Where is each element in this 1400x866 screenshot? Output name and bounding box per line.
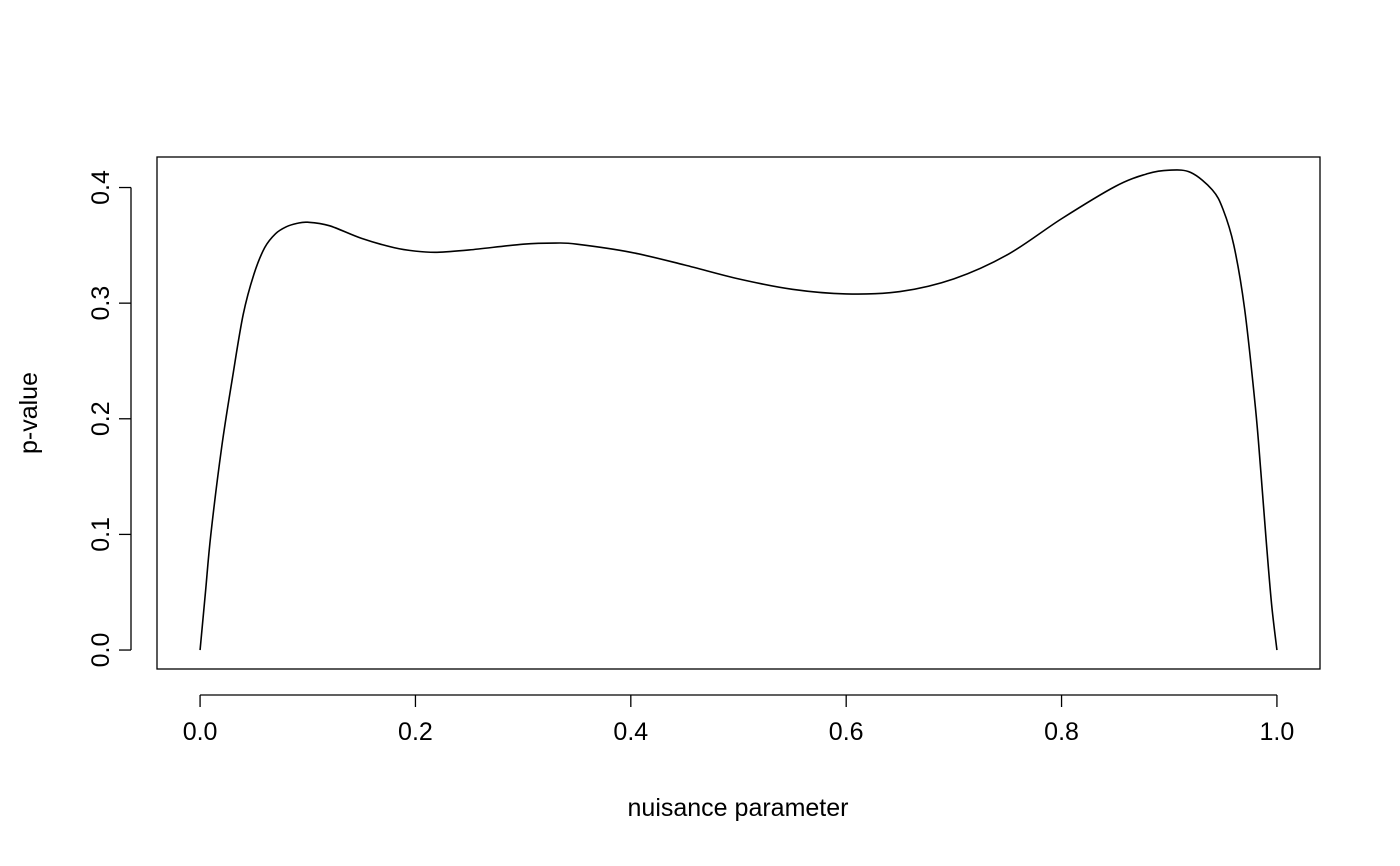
x-tick-label: 0.2 (398, 718, 433, 746)
x-tick-label: 0.6 (829, 718, 864, 746)
y-tick-label: 0.0 (87, 633, 115, 668)
x-tick-label: 0.8 (1044, 718, 1079, 746)
x-tick-label: 0.4 (613, 718, 648, 746)
y-tick-label: 0.1 (87, 517, 115, 552)
y-tick-label: 0.2 (87, 401, 115, 436)
x-tick-label: 1.0 (1260, 718, 1295, 746)
y-tick-label: 0.4 (87, 170, 115, 205)
x-axis: 0.0 0.2 0.4 0.6 0.8 1.0 (183, 694, 1295, 746)
x-axis-title: nuisance parameter (628, 794, 849, 822)
y-tick-label: 0.3 (87, 286, 115, 321)
plot-area-frame (156, 156, 1321, 670)
y-axis: 0.0 0.1 0.2 0.3 0.4 (87, 170, 132, 668)
x-tick-label: 0.0 (183, 718, 218, 746)
y-axis-title: p-value (15, 372, 43, 454)
series-line (199, 169, 1278, 651)
